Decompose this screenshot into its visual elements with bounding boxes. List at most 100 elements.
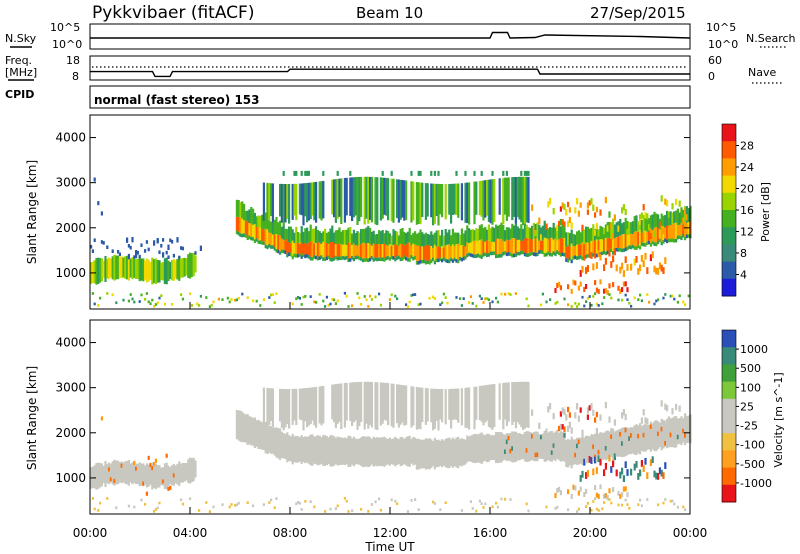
velocity-echo-cell	[441, 439, 444, 468]
power-echo-cell	[403, 231, 406, 246]
power-echo-cell	[414, 256, 417, 260]
power-echo-cell	[504, 177, 507, 215]
power-echo-cell	[505, 239, 508, 253]
velocity-colorbar-segment	[722, 364, 736, 383]
velocity-echo-cell	[642, 409, 645, 416]
power-echo-cell	[235, 199, 238, 217]
velocity-echo-cell	[444, 438, 447, 468]
velocity-echo-cell	[370, 381, 373, 428]
power-echo-cell	[545, 238, 548, 253]
velocity-colorbar-tick-label: -1000	[740, 477, 772, 490]
x-tick-label: 00:00	[673, 526, 708, 540]
power-echo-cell	[266, 217, 269, 230]
power-echo-cell	[565, 209, 568, 216]
velocity-echo-cell	[664, 403, 667, 410]
power-echo-cell	[664, 293, 667, 296]
power-echo-cell	[516, 239, 519, 252]
power-echo-cell	[687, 208, 690, 223]
power-echo-cell	[545, 300, 548, 304]
velocity-echo-cell	[439, 389, 442, 420]
power-echo-cell	[302, 231, 305, 244]
velocity-echo-cell	[525, 381, 528, 428]
power-echo-cell	[250, 236, 253, 241]
power-echo-cell	[664, 257, 667, 264]
velocity-echo-cell	[451, 437, 454, 468]
velocity-echo-cell	[504, 382, 507, 420]
power-echo-cell	[140, 258, 143, 281]
radar-title: Pykkvibaer (fitACF)	[92, 3, 254, 23]
power-echo-cell	[412, 256, 415, 261]
velocity-echo-cell	[178, 461, 181, 486]
power-echo-cell	[111, 249, 114, 253]
velocity-echo-cell	[120, 463, 123, 468]
power-echo-cell	[363, 295, 366, 298]
power-colorbar-segment	[722, 227, 736, 245]
velocity-echo-cell	[340, 383, 343, 429]
velocity-echo-cell	[579, 486, 582, 492]
velocity-echo-cell	[457, 388, 460, 423]
power-echo-cell	[361, 242, 364, 259]
power-echo-cell	[147, 259, 150, 282]
power-echo-cell	[340, 256, 343, 260]
power-echo-cell	[640, 232, 643, 243]
power-echo-cell	[495, 296, 498, 300]
power-echo-cell	[590, 303, 593, 307]
velocity-echo-cell	[401, 385, 404, 423]
x-tick-label: 20:00	[573, 526, 608, 540]
power-echo-cell	[662, 215, 665, 227]
power-echo-cell	[646, 267, 649, 274]
power-echo-cell	[279, 183, 282, 217]
velocity-echo-cell	[532, 432, 535, 461]
velocity-echo-cell	[534, 431, 537, 462]
velocity-echo-cell	[597, 449, 600, 455]
power-echo-cell	[295, 183, 298, 221]
power-echo-cell	[349, 242, 352, 259]
power-echo-cell	[460, 304, 463, 307]
velocity-echo-cell	[127, 504, 130, 508]
power-echo-cell	[138, 300, 141, 303]
power-echo-cell	[408, 258, 411, 262]
velocity-echo-cell	[581, 429, 584, 436]
velocity-echo-cell	[142, 481, 145, 486]
power-echo-cell	[595, 206, 598, 213]
power-echo-cell	[644, 252, 647, 260]
power-echo-cell	[558, 281, 561, 287]
power-echo-cell	[525, 253, 528, 257]
power-echo-cell	[518, 228, 521, 240]
power-echo-cell	[397, 245, 400, 256]
power-echo-cell	[649, 243, 652, 247]
power-echo-cell	[378, 257, 381, 261]
power-echo-cell	[306, 183, 309, 223]
power-echo-cell	[655, 226, 658, 243]
power-echo-cell	[633, 216, 636, 232]
velocity-echo-cell	[608, 488, 611, 494]
velocity-echo-cell	[99, 463, 102, 488]
velocity-echo-cell	[430, 388, 433, 423]
power-echo-cell	[459, 235, 462, 246]
power-echo-cell	[302, 244, 305, 254]
power-echo-cell	[567, 245, 570, 259]
power-echo-cell	[266, 229, 269, 246]
power-echo-cell	[365, 227, 368, 244]
power-echo-cell	[298, 183, 301, 215]
power-echo-cell	[318, 293, 321, 296]
power-echo-cell	[304, 228, 307, 243]
velocity-echo-cell	[118, 462, 121, 483]
power-echo-cell	[599, 239, 602, 253]
power-echo-cell	[462, 245, 465, 257]
power-echo-cell	[658, 262, 661, 270]
velocity-echo-cell	[608, 431, 611, 459]
velocity-echo-cell	[367, 510, 370, 513]
power-echo-cell	[491, 300, 494, 304]
power-echo-cell	[570, 259, 573, 264]
velocity-echo-cell	[475, 433, 478, 463]
power-echo-cell	[576, 198, 579, 205]
velocity-echo-cell	[576, 403, 579, 410]
power-echo-cell	[534, 238, 537, 253]
power-echo-cell	[172, 259, 175, 281]
velocity-echo-cell	[291, 433, 294, 465]
power-echo-cell	[392, 229, 395, 246]
power-echo-cell	[394, 294, 397, 298]
velocity-echo-cell	[336, 504, 339, 508]
power-echo-cell	[106, 245, 109, 249]
